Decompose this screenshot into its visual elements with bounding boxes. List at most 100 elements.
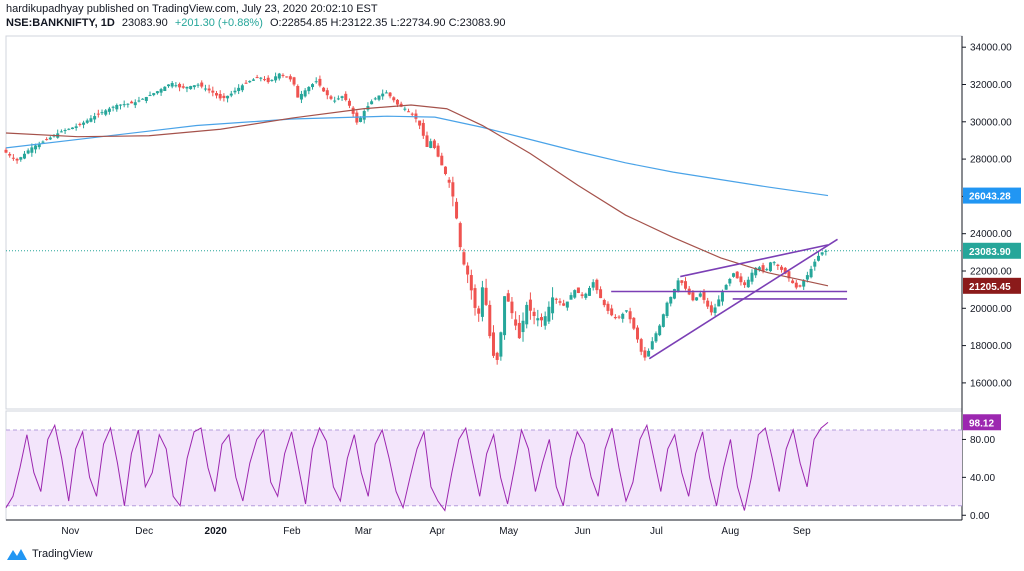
candle xyxy=(665,301,669,319)
candle xyxy=(233,87,237,95)
candle-body xyxy=(285,76,289,78)
candle-body xyxy=(488,304,492,337)
candle xyxy=(805,271,809,283)
candle xyxy=(19,156,23,162)
candle-body xyxy=(181,86,185,88)
candle-body xyxy=(709,305,713,313)
candle-body xyxy=(152,93,156,96)
candle xyxy=(643,346,647,361)
candle-body xyxy=(469,275,473,291)
candle xyxy=(658,324,662,337)
candle-body xyxy=(248,80,252,83)
price-badge: 21205.45 xyxy=(963,277,1021,294)
candle-body xyxy=(743,282,747,286)
candle xyxy=(432,138,436,150)
candle-body xyxy=(359,117,363,122)
candle xyxy=(495,351,499,365)
candle xyxy=(130,100,134,104)
candle-body xyxy=(100,112,104,114)
symbol-label[interactable]: NSE:BANKNIFTY, 1D xyxy=(6,17,115,29)
candle xyxy=(277,72,281,81)
candle-body xyxy=(303,90,307,97)
candle xyxy=(580,292,584,299)
candle-body xyxy=(85,120,89,123)
candle-body xyxy=(115,104,119,110)
candle xyxy=(632,317,636,331)
candle-body xyxy=(384,92,388,94)
candle-body xyxy=(462,252,466,265)
price-pane-frame xyxy=(5,35,963,410)
candle xyxy=(654,331,658,343)
candle-body xyxy=(288,76,292,80)
candle xyxy=(554,297,558,304)
candle-body xyxy=(126,103,130,105)
candle xyxy=(462,248,466,266)
rsi-tick-label: 80.00 xyxy=(970,435,995,446)
candle-body xyxy=(266,77,270,83)
candle xyxy=(329,94,333,101)
candle xyxy=(458,221,462,251)
price-badge-label: 21205.45 xyxy=(969,282,1011,293)
candle-body xyxy=(517,322,521,339)
candle xyxy=(591,279,595,291)
candle-body xyxy=(510,301,514,314)
candle-body xyxy=(602,300,606,306)
candle xyxy=(185,86,189,93)
candle-body xyxy=(104,110,108,115)
candle xyxy=(115,103,119,112)
candle-body xyxy=(74,126,78,129)
tradingview-logo[interactable]: TradingView xyxy=(6,547,93,561)
price-tick-label: 34000.00 xyxy=(970,43,1012,54)
candle-body xyxy=(392,97,396,101)
candle xyxy=(45,137,49,141)
candle xyxy=(89,115,93,123)
candle xyxy=(370,99,374,105)
candle-body xyxy=(805,275,809,280)
candle-body xyxy=(122,104,126,106)
candle xyxy=(602,298,606,308)
candle-body xyxy=(621,313,625,319)
candle xyxy=(122,100,126,108)
candle xyxy=(791,278,795,284)
candle-body xyxy=(432,140,436,148)
candle-body xyxy=(554,298,558,300)
candle-body xyxy=(599,289,603,299)
candle xyxy=(133,99,137,109)
candle xyxy=(207,84,211,94)
candle xyxy=(196,83,200,88)
rsi-badge: 98.12 xyxy=(963,414,1001,431)
rsi-tick-label: 0.00 xyxy=(970,511,990,522)
candle xyxy=(174,82,178,88)
candle xyxy=(820,252,824,256)
candle xyxy=(344,91,348,102)
candle-body xyxy=(203,88,207,90)
candle xyxy=(37,141,41,150)
candle xyxy=(491,325,495,358)
candle xyxy=(82,120,86,129)
rsi-line xyxy=(5,421,829,512)
candle xyxy=(772,261,776,266)
candle-body xyxy=(155,91,159,94)
candle-body xyxy=(362,111,366,120)
candle-body xyxy=(569,295,573,300)
price-tick-label: 24000.00 xyxy=(970,229,1012,240)
candle-body xyxy=(514,319,518,326)
candle xyxy=(126,103,130,108)
rsi-badge-label: 98.12 xyxy=(969,418,994,429)
candle xyxy=(739,273,743,286)
candle xyxy=(299,90,303,104)
time-tick-label: Feb xyxy=(283,526,301,537)
candle-body xyxy=(421,122,425,136)
candle-body xyxy=(724,284,728,290)
candle-body xyxy=(591,282,595,288)
candle xyxy=(584,292,588,300)
price-badge-bg xyxy=(963,187,1021,204)
time-tick-label: Dec xyxy=(135,526,153,537)
candle-body xyxy=(746,279,750,288)
price-tick-label: 32000.00 xyxy=(970,80,1012,91)
candle xyxy=(514,311,518,331)
candle xyxy=(484,278,488,307)
candle-body xyxy=(218,93,222,99)
candle-body xyxy=(336,98,340,100)
candle xyxy=(159,87,163,96)
